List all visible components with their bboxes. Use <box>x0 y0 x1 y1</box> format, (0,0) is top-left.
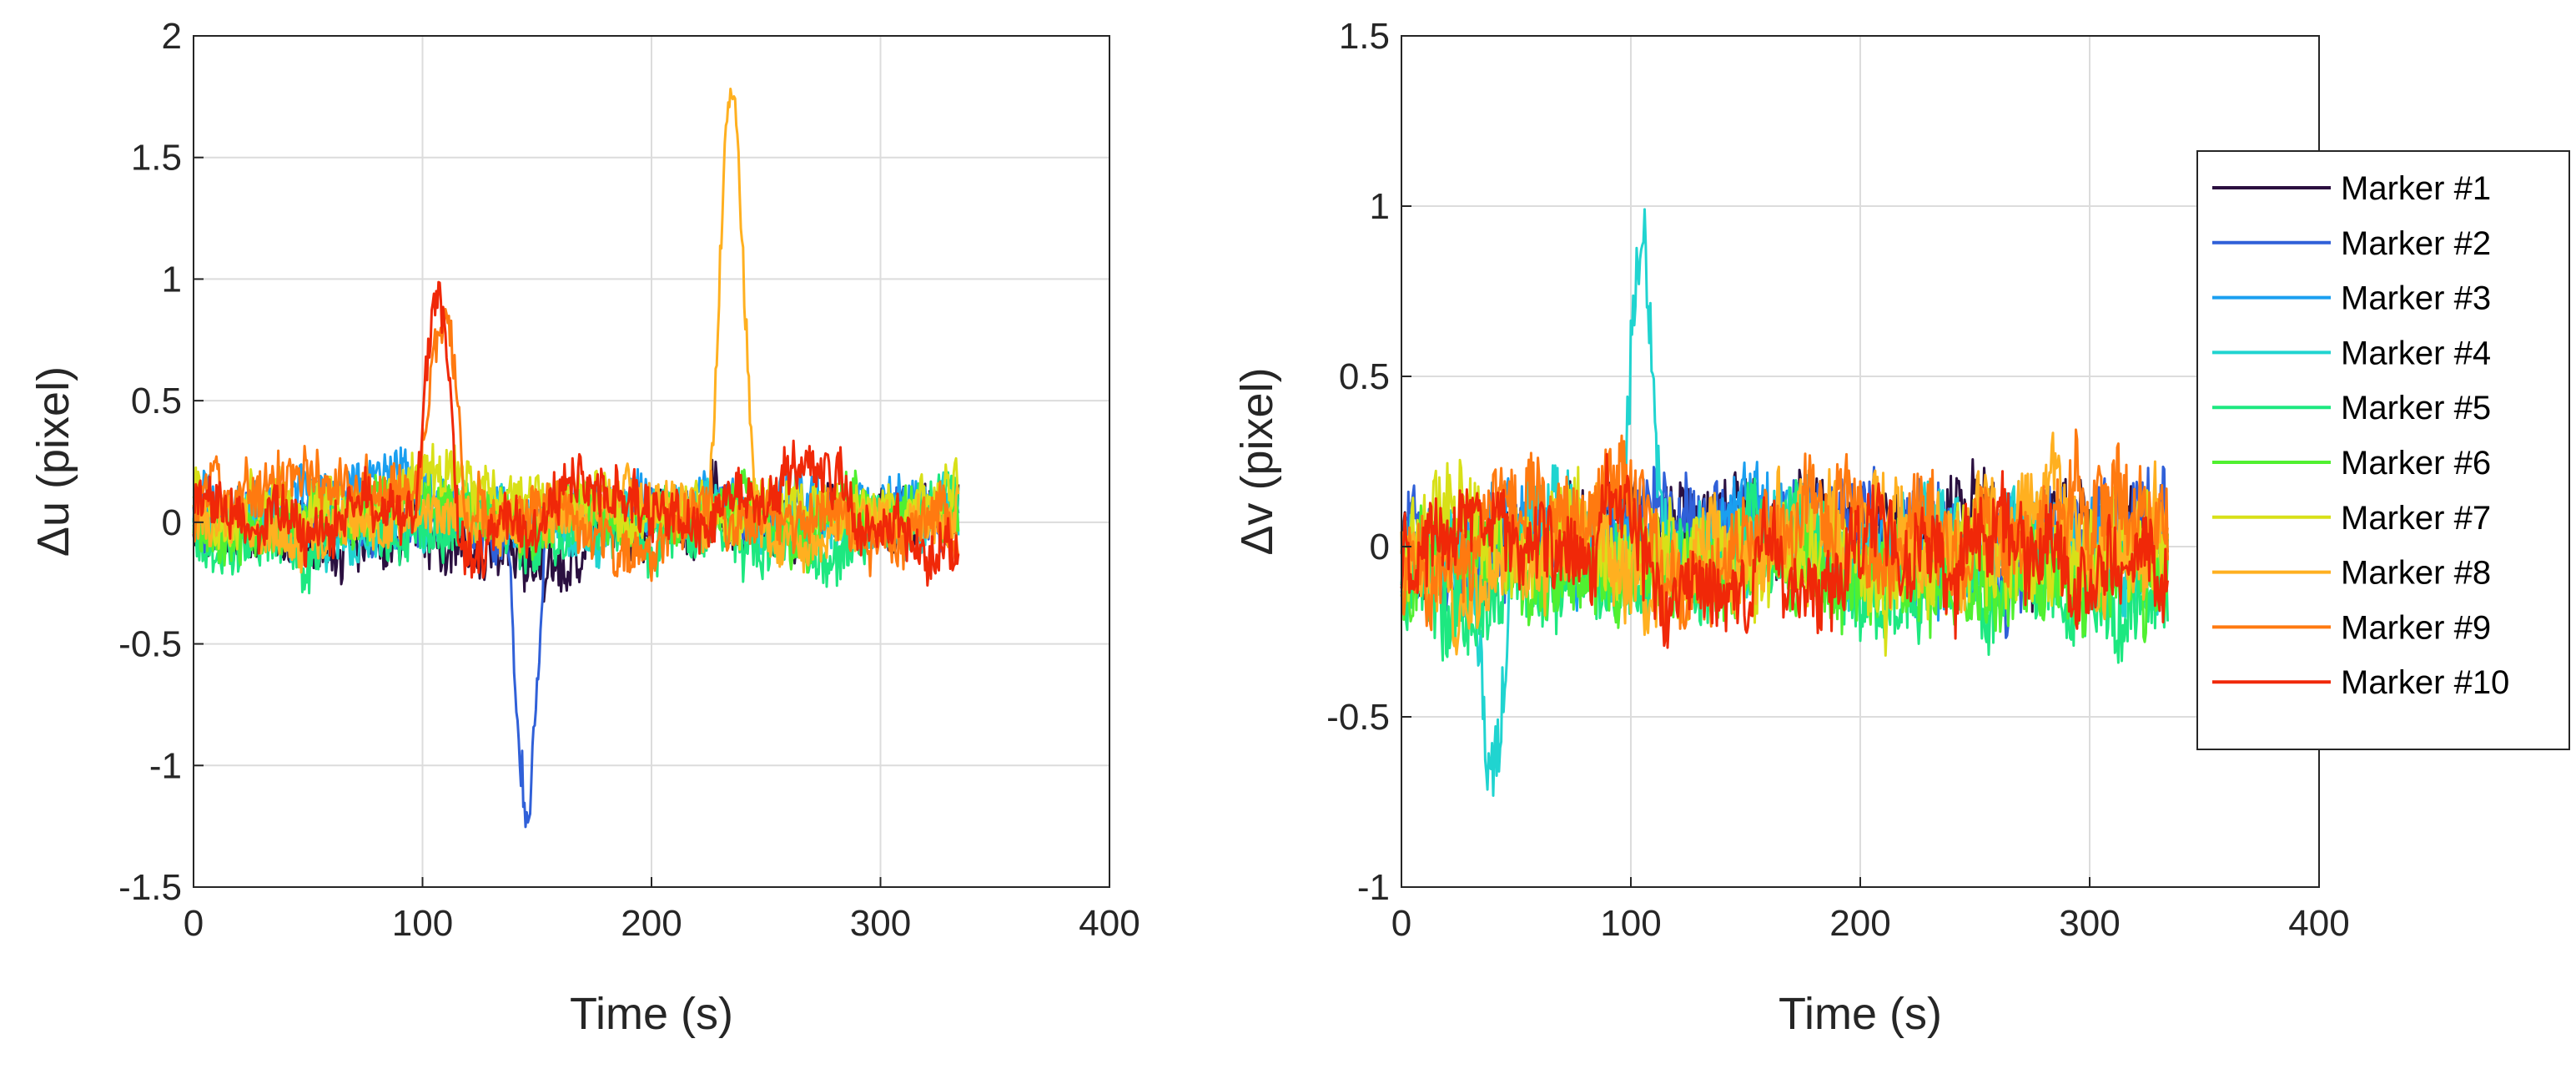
dv-x-tick-label: 100 <box>1600 903 1661 944</box>
legend-label-7: Marker #7 <box>2341 500 2491 537</box>
legend-label-3: Marker #3 <box>2341 280 2491 317</box>
du-x-tick-label: 200 <box>621 903 682 944</box>
dv-x-tick-label: 400 <box>2288 903 2349 944</box>
du-tick-labels: 0 100 200 300 400 -1.5 -1 -0.5 0 0.5 1 1.5 2 <box>118 16 1140 944</box>
dv-x-tick-label: 0 <box>1391 903 1411 944</box>
legend-label-4: Marker #4 <box>2341 335 2491 371</box>
du-y-tick-label: -0.5 <box>118 624 182 665</box>
du-series-group <box>192 88 960 829</box>
dv-y-tick-label: 1.5 <box>1339 16 1390 57</box>
dv-series-group <box>1400 208 2169 797</box>
du-series-line-9 <box>192 307 960 582</box>
dv-y-axis-title: Δv (pixel) <box>1232 367 1282 555</box>
dv-series-line-10 <box>1400 452 2169 649</box>
du-y-tick-label: -1 <box>149 745 182 786</box>
legend-label-6: Marker #6 <box>2341 445 2491 482</box>
legend-label-8: Marker #8 <box>2341 555 2491 592</box>
dv-x-axis-title: Time (s) <box>1779 989 1942 1039</box>
legend-label-5: Marker #5 <box>2341 390 2491 426</box>
legend: Marker #1 Marker #2 Marker #3 Marker #4 Mark… <box>2196 150 2570 750</box>
dv-y-tick-label: 0 <box>1370 527 1390 567</box>
du-y-tick-label: 2 <box>162 16 182 57</box>
du-y-tick-label: -1.5 <box>118 867 182 908</box>
du-x-tick-label: 100 <box>392 903 453 944</box>
du-chart: 0 100 200 300 400 -1.5 -1 -0.5 0 0.5 1 1.5 2 Time (s… <box>28 16 1140 1039</box>
dv-x-tick-label: 200 <box>1829 903 1890 944</box>
du-y-tick-label: 1.5 <box>131 138 182 179</box>
dv-chart: 0 100 200 300 400 -1 -0.5 0 0.5 1 1.5 Time (s) Δv … <box>1232 16 2350 1039</box>
dv-series-line-9 <box>1400 428 2169 632</box>
du-y-tick-label: 0.5 <box>131 381 182 421</box>
legend-box <box>2196 150 2570 750</box>
du-x-tick-label: 400 <box>1079 903 1140 944</box>
legend-entries: Marker #1 Marker #2 Marker #3 Marker #4 Mark… <box>2212 170 2509 701</box>
du-y-tick-label: 0 <box>162 502 182 543</box>
dv-y-tick-label: -1 <box>1357 867 1390 908</box>
dv-y-tick-label: 0.5 <box>1339 356 1390 397</box>
du-series-line-10 <box>192 280 960 587</box>
legend-label-9: Marker #9 <box>2341 609 2491 646</box>
legend-label-10: Marker #10 <box>2341 664 2509 701</box>
du-y-tick-label: 1 <box>162 259 182 300</box>
legend-label-2: Marker #2 <box>2341 225 2491 262</box>
dv-y-tick-label: 1 <box>1370 186 1390 227</box>
du-x-tick-label: 300 <box>850 903 911 944</box>
dv-tick-labels: 0 100 200 300 400 -1 -0.5 0 0.5 1 1.5 <box>1326 16 2350 944</box>
du-y-axis-title: Δu (pixel) <box>28 366 78 557</box>
du-x-tick-label: 0 <box>184 903 204 944</box>
dv-x-tick-label: 300 <box>2059 903 2120 944</box>
legend-label-1: Marker #1 <box>2341 170 2491 207</box>
dv-y-tick-label: -0.5 <box>1326 697 1390 738</box>
du-x-axis-title: Time (s) <box>570 989 733 1039</box>
